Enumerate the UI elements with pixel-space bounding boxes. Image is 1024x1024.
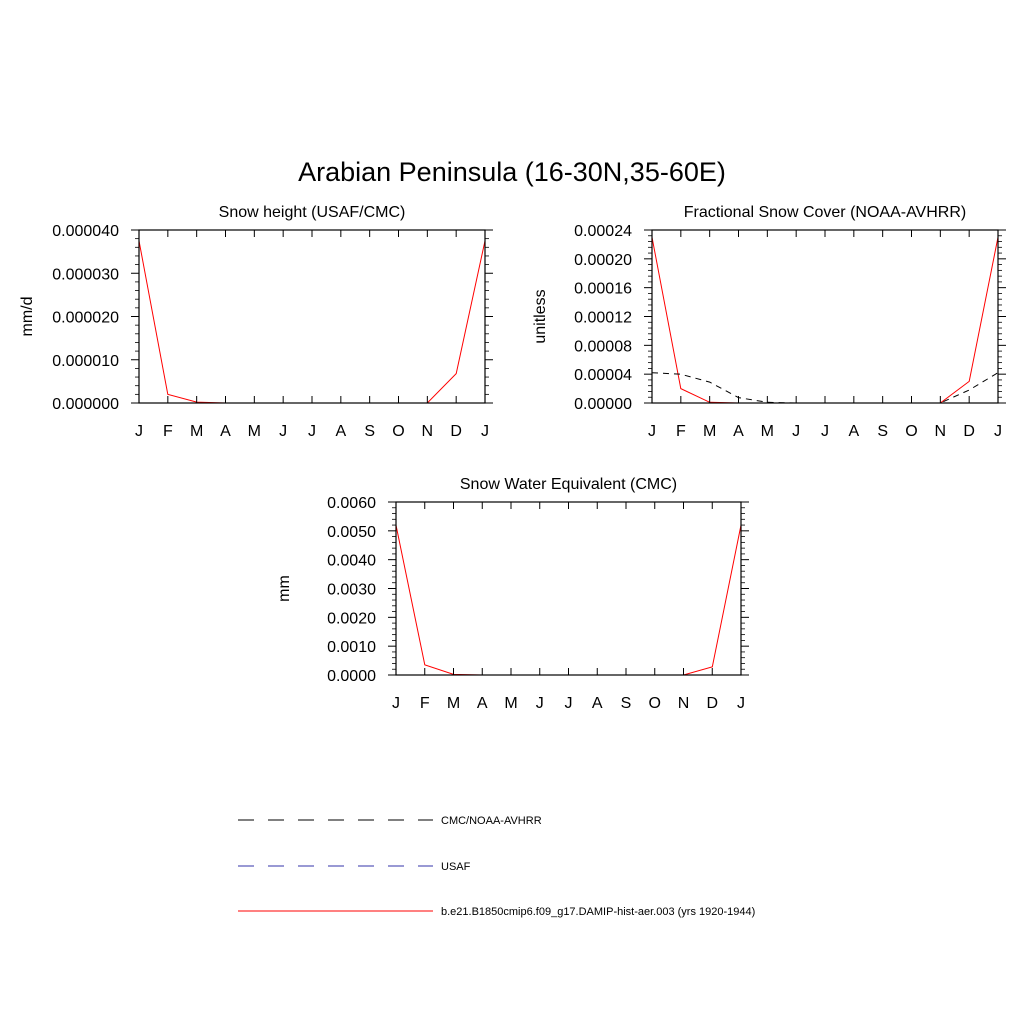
x-tick-label: A <box>477 695 488 712</box>
x-tick-label: F <box>420 695 430 712</box>
y-tick-label: 0.00004 <box>574 367 632 384</box>
y-tick-label: 0.000010 <box>52 353 119 370</box>
y-tick-label: 0.00012 <box>574 310 632 327</box>
x-tick-label: J <box>648 423 656 440</box>
y-tick-label: 0.0000 <box>327 668 376 685</box>
x-tick-label: O <box>905 423 917 440</box>
x-tick-label: S <box>621 695 632 712</box>
x-tick-label: M <box>447 695 460 712</box>
x-tick-label: S <box>364 423 375 440</box>
panel-title: Snow height (USAF/CMC) <box>219 204 406 221</box>
x-tick-label: A <box>335 423 346 440</box>
x-tick-label: O <box>649 695 661 712</box>
y-tick-label: 0.0050 <box>327 524 376 541</box>
x-tick-label: J <box>565 695 573 712</box>
series-line <box>651 237 999 404</box>
x-tick-label: D <box>706 695 718 712</box>
x-tick-label: J <box>279 423 287 440</box>
chart-panel-2: Fractional Snow Cover (NOAA-AVHRR) unitle… <box>532 204 1006 440</box>
x-tick-label: O <box>392 423 404 440</box>
chart-panel-3: Snow Water Equivalent (CMC)mmJ F M A M J J A S O N… <box>276 476 749 712</box>
x-tick-label: A <box>733 423 744 440</box>
y-tick-label: 0.0020 <box>327 610 376 627</box>
x-tick-label: J <box>737 695 745 712</box>
y-tick-label: 0.0040 <box>327 553 376 570</box>
x-tick-label: A <box>848 423 859 440</box>
panel-title: Snow Water Equivalent (CMC) <box>460 476 677 493</box>
x-tick-label: D <box>963 423 975 440</box>
x-tick-label: A <box>220 423 231 440</box>
x-tick-label: J <box>536 695 544 712</box>
x-tick-label: J <box>392 695 400 712</box>
x-tick-label: M <box>504 695 517 712</box>
x-tick-label: D <box>450 423 462 440</box>
legend-label: CMC/NOAA-AVHRR <box>441 815 542 827</box>
y-axis-label: mm <box>276 575 293 602</box>
x-tick-label: S <box>877 423 888 440</box>
y-tick-label: 0.000030 <box>52 266 119 283</box>
x-tick-label: F <box>676 423 686 440</box>
x-tick-label: J <box>308 423 316 440</box>
plot-frame <box>138 229 486 404</box>
x-tick-label: J <box>994 423 1002 440</box>
y-axis-label: mm/d <box>19 297 36 337</box>
y-tick-label: 0.00000 <box>574 396 632 413</box>
series-line <box>395 524 742 676</box>
x-tick-label: M <box>190 423 203 440</box>
x-tick-label: N <box>935 423 947 440</box>
x-tick-label: J <box>821 423 829 440</box>
legend-label: b.e21.B1850cmip6.f09_g17.DAMIP-hist-aer.… <box>441 906 755 918</box>
plot-frame <box>651 229 999 404</box>
y-tick-label: 0.0060 <box>327 495 376 512</box>
y-tick-label: 0.0010 <box>327 639 376 656</box>
x-tick-label: J <box>135 423 143 440</box>
y-tick-label: 0.0030 <box>327 582 376 599</box>
y-tick-label: 0.000040 <box>52 223 119 240</box>
x-tick-label: M <box>761 423 774 440</box>
chart-panels: Snow height (USAF/CMC)mm/dJ F M A M J J A S O N D J0… <box>19 204 1006 712</box>
y-tick-label: 0.00024 <box>574 223 632 240</box>
x-tick-label: A <box>592 695 603 712</box>
chart-panel-1: Snow height (USAF/CMC)mm/dJ F M A M J J A S O N D J0… <box>19 204 493 440</box>
y-tick-label: 0.000020 <box>52 310 119 327</box>
x-tick-label: J <box>481 423 489 440</box>
y-tick-label: 0.00020 <box>574 252 632 269</box>
legend-label: USAF <box>441 861 471 873</box>
y-tick-label: 0.00016 <box>574 281 632 298</box>
series-line <box>138 240 486 404</box>
y-tick-label: 0.000000 <box>52 396 119 413</box>
x-tick-label: M <box>248 423 261 440</box>
plot-frame <box>395 501 742 676</box>
x-tick-label: M <box>703 423 716 440</box>
x-tick-label: N <box>422 423 434 440</box>
legend: CMC/NOAA-AVHRR USAF b.e21.B1850cmip6.f09_g… <box>238 815 755 918</box>
x-tick-label: F <box>163 423 173 440</box>
panel-title: Fractional Snow Cover (NOAA-AVHRR) <box>684 204 966 221</box>
y-tick-label: 0.00008 <box>574 338 632 355</box>
figure-title: Arabian Peninsula (16-30N,35-60E) <box>298 157 726 187</box>
x-tick-label: N <box>678 695 690 712</box>
x-tick-label: J <box>792 423 800 440</box>
y-axis-label: unitless <box>532 289 549 343</box>
